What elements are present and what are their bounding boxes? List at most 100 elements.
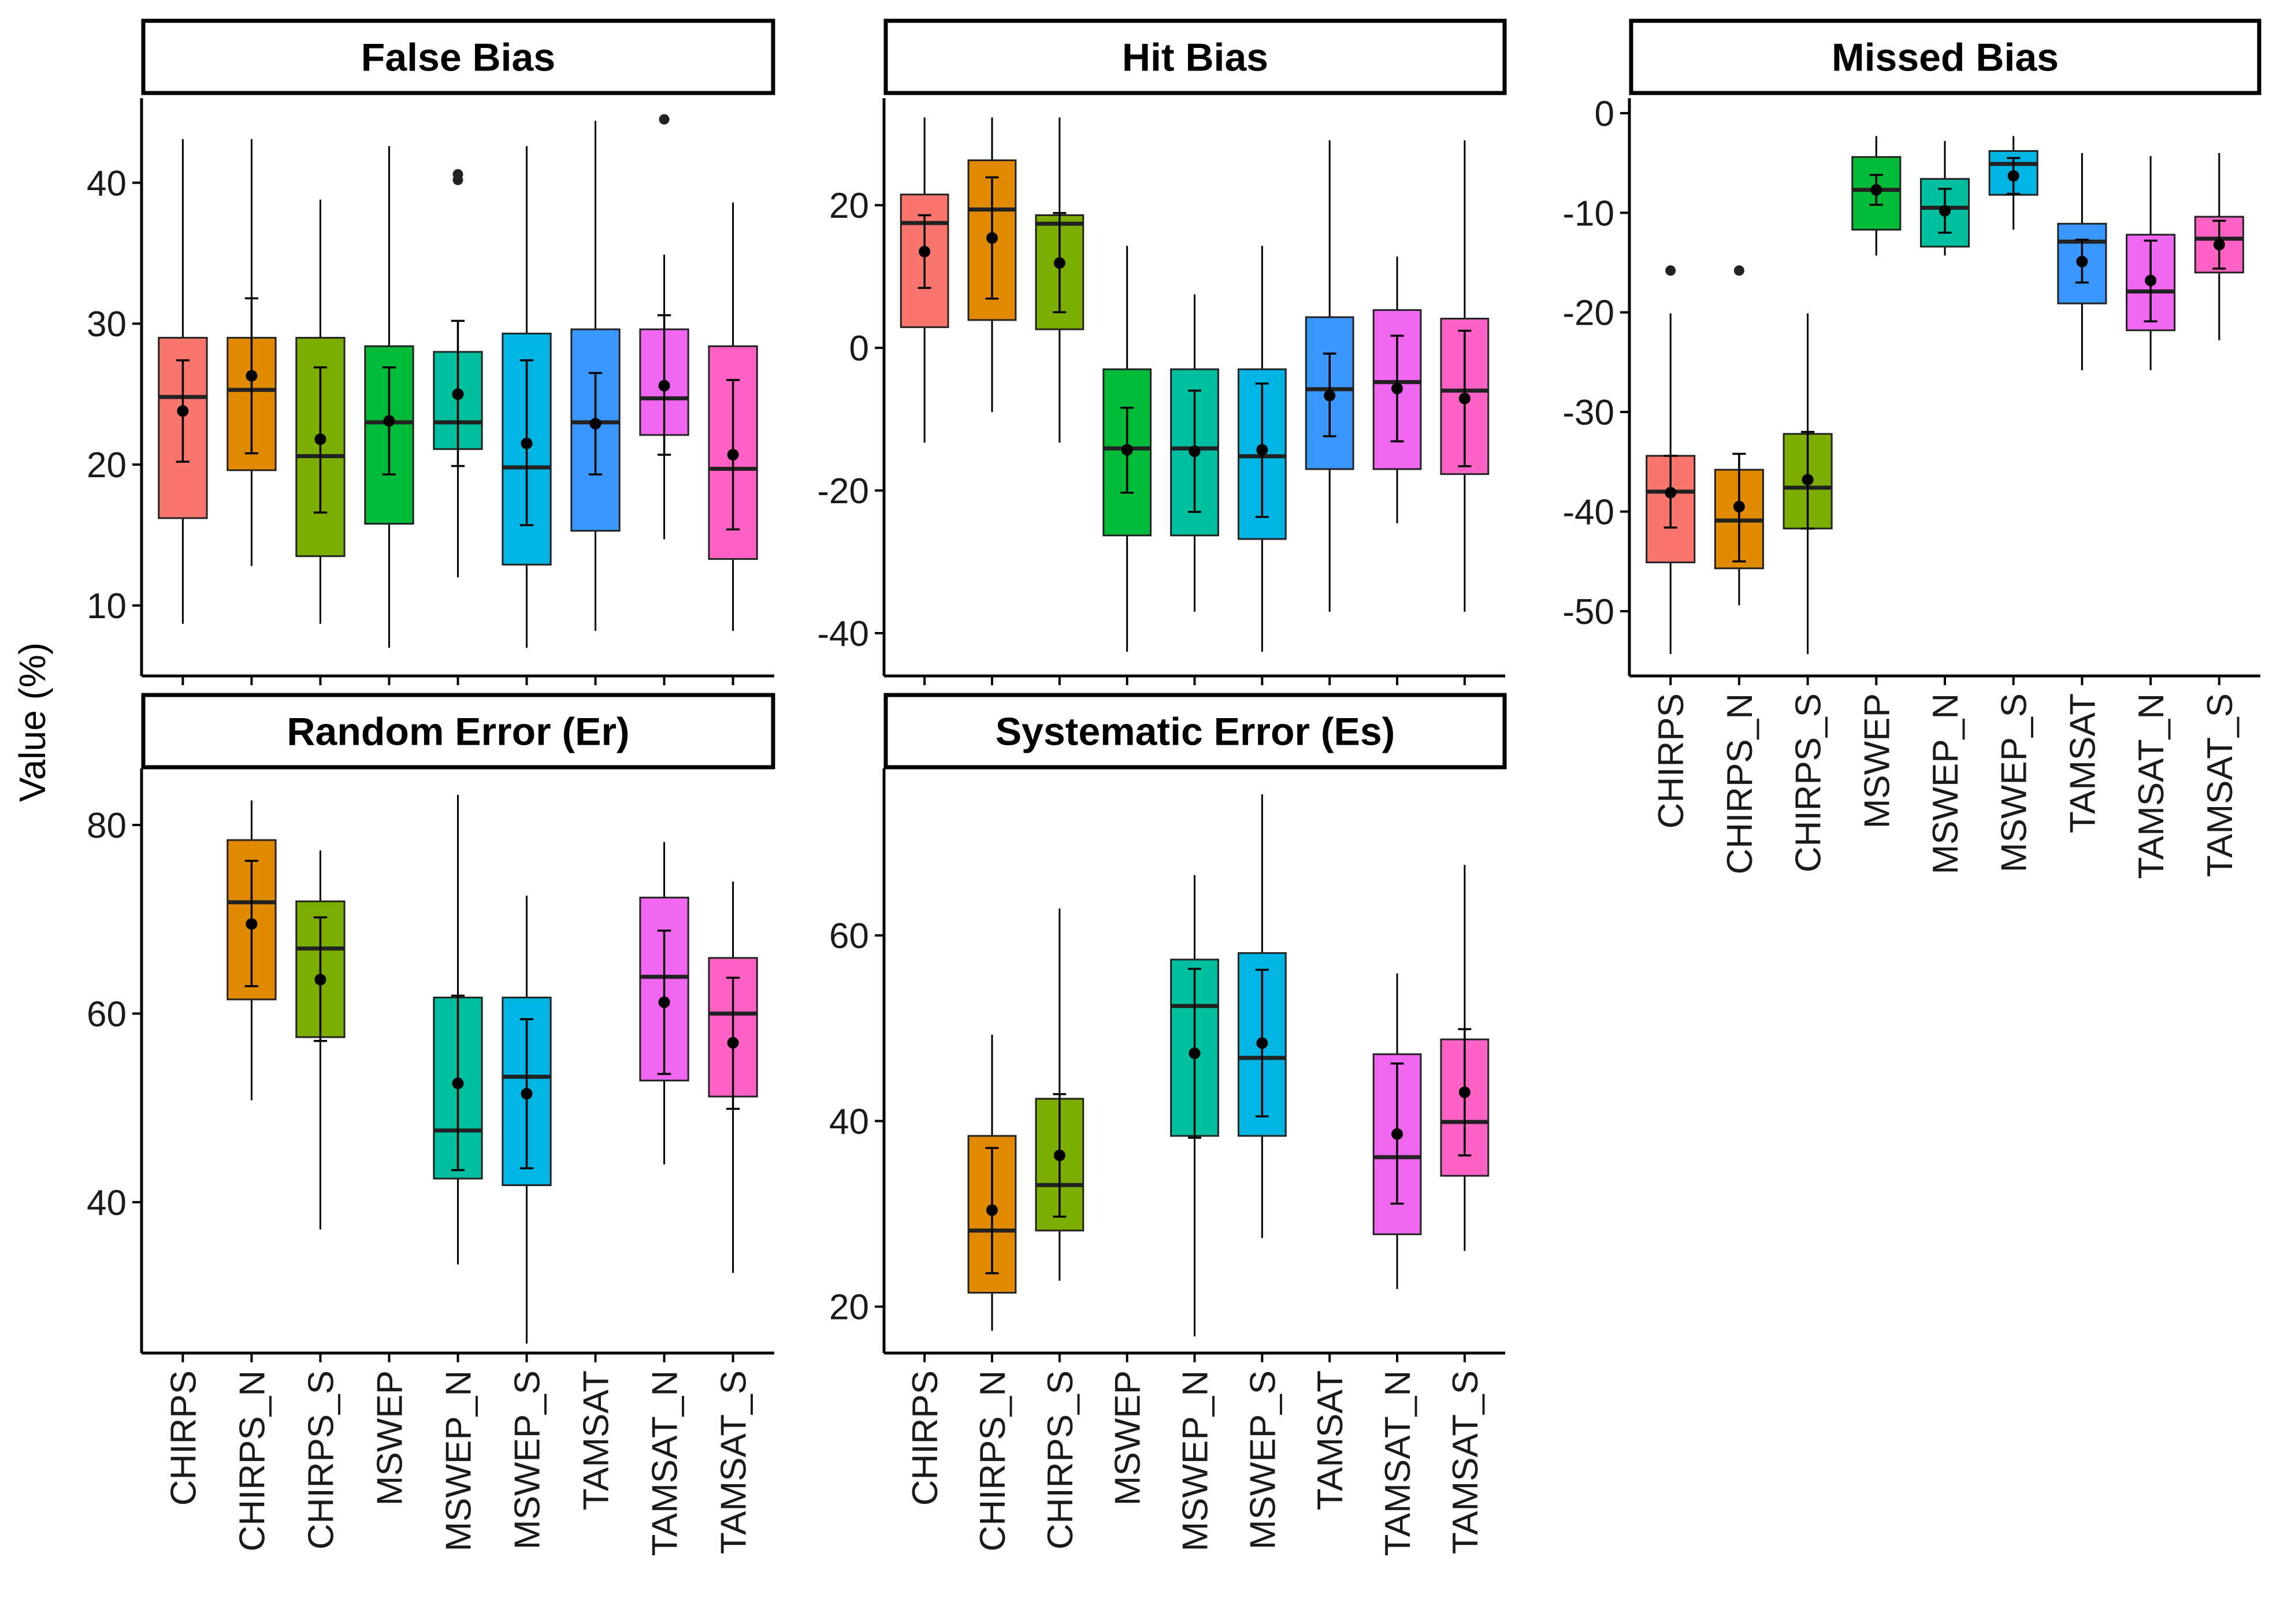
x-category-label: TAMSAT	[577, 1370, 617, 1510]
mean-point	[2076, 255, 2088, 267]
outlier-point	[1733, 265, 1744, 276]
panel-title: Missed Bias	[1832, 36, 2059, 80]
box-chirps-n	[226, 139, 277, 566]
box-tamsat-n	[1372, 257, 1422, 523]
x-category-label: TAMSAT_N	[645, 1370, 685, 1556]
x-category-label: CHIRPS_N	[1720, 693, 1760, 875]
x-category-label: TAMSAT_S	[2200, 693, 2240, 877]
mean-point	[1189, 1047, 1201, 1060]
y-tick-label: 80	[87, 806, 127, 846]
x-category-label: TAMSAT	[2063, 693, 2103, 833]
box-tamsat-n	[2126, 156, 2176, 370]
strip-box	[883, 693, 1507, 770]
outlier-point	[659, 114, 670, 125]
x-category-label: MSWEP_S	[1243, 1370, 1283, 1549]
y-tick-label: 0	[849, 329, 869, 369]
mean-point	[919, 246, 931, 258]
box-chirps-n	[967, 1035, 1017, 1331]
x-category-label: TAMSAT_N	[2132, 693, 2171, 879]
mean-point	[727, 449, 739, 461]
panel-title: False Bias	[361, 36, 555, 80]
x-category-label: MSWEP	[1108, 1370, 1148, 1506]
mean-point	[1733, 500, 1745, 512]
box-tamsat-s	[708, 881, 758, 1273]
mean-point	[727, 1036, 739, 1049]
box-mswep	[1102, 246, 1152, 652]
mean-point	[177, 405, 189, 417]
box-chirps	[900, 117, 949, 443]
box-mswep	[1851, 136, 1902, 256]
panel-strip-random-error-er: Random Error (Er)	[141, 693, 775, 770]
x-category-label: MSWEP_S	[508, 1370, 548, 1549]
box-tamsat-s	[708, 202, 758, 631]
x-category-label: TAMSAT	[1310, 1370, 1350, 1510]
mean-point	[658, 380, 670, 392]
x-category-label: MSWEP_N	[1176, 1370, 1216, 1551]
mean-point	[314, 973, 326, 986]
y-tick-label: 20	[829, 1288, 869, 1328]
box-chirps-s	[1035, 117, 1085, 443]
box-tamsat-s	[1440, 865, 1490, 1251]
box-tamsat-n	[1372, 973, 1422, 1289]
mean-point	[1802, 474, 1814, 486]
outlier-point	[1665, 265, 1676, 276]
mean-point	[314, 433, 326, 445]
x-category-label: CHIRPS_N	[232, 1370, 272, 1552]
panel-title: Systematic Error (Es)	[996, 710, 1395, 754]
y-tick-label: 0	[1595, 94, 1614, 134]
mean-point	[452, 388, 464, 400]
mean-point	[986, 1204, 998, 1216]
box-tamsat-s	[2194, 153, 2244, 340]
box-mswep-n	[433, 169, 483, 578]
y-tick-label: 30	[87, 304, 127, 344]
panel-strip-systematic-error-es: Systematic Error (Es)	[883, 693, 1507, 770]
mean-point	[1256, 1037, 1268, 1049]
y-tick-label: -10	[1562, 194, 1614, 233]
box-tamsat	[570, 121, 621, 631]
mean-point	[2007, 170, 2019, 182]
panel-strip-hit-bias: Hit Bias	[883, 18, 1507, 95]
strip-box	[141, 693, 775, 770]
panel-hit-bias: Hit Bias -40 -20 0 20	[817, 18, 1507, 685]
y-axis-label: Value (%)	[12, 642, 53, 802]
x-category-label: TAMSAT_N	[1378, 1370, 1418, 1556]
mean-point	[246, 918, 258, 930]
x-category-label: CHIRPS	[1651, 693, 1691, 828]
box-mswep-s	[1237, 246, 1287, 652]
box-tamsat	[2057, 153, 2107, 370]
box-mswep-s	[502, 895, 552, 1344]
box-chirps-s	[295, 199, 346, 624]
mean-point	[1458, 1086, 1471, 1098]
mean-point	[1870, 184, 1882, 196]
box-mswep-n	[1919, 141, 1970, 256]
mean-point	[1391, 382, 1403, 395]
box-chirps-n	[1714, 265, 1764, 605]
x-category-label: CHIRPS_S	[1041, 1370, 1080, 1549]
x-category-label: CHIRPS	[905, 1370, 945, 1506]
y-tick-label: -30	[1562, 393, 1614, 433]
box-chirps-n	[967, 117, 1017, 412]
panel-title: Random Error (Er)	[287, 710, 629, 754]
y-tick-label: -40	[1562, 493, 1614, 533]
panel-missed-bias: Missed Bias -50 -40 -30 -20 -10 0 CHIRPS CHIRPS_…	[1562, 18, 2262, 879]
strip-box	[141, 18, 775, 95]
strip-box	[1629, 18, 2262, 95]
box-chirps-s	[295, 850, 346, 1230]
box-tamsat-n	[639, 114, 689, 540]
mean-point	[2213, 239, 2225, 251]
x-category-label: MSWEP_N	[1926, 693, 1966, 874]
x-category-label: MSWEP_S	[1995, 693, 2034, 872]
mean-point	[246, 370, 258, 382]
x-category-label: MSWEP	[370, 1370, 410, 1506]
mean-point	[1121, 444, 1133, 456]
iqr-box	[1305, 316, 1354, 470]
box-tamsat	[1305, 140, 1354, 612]
panel-strip-missed-bias: Missed Bias	[1629, 18, 2262, 95]
strip-box	[883, 18, 1507, 95]
y-tick-label: 60	[87, 994, 127, 1034]
y-tick-label: -50	[1562, 592, 1614, 632]
mean-point	[1458, 392, 1471, 404]
mean-point	[521, 437, 533, 449]
y-tick-label: 40	[829, 1102, 869, 1142]
box-mswep-n	[433, 794, 483, 1265]
